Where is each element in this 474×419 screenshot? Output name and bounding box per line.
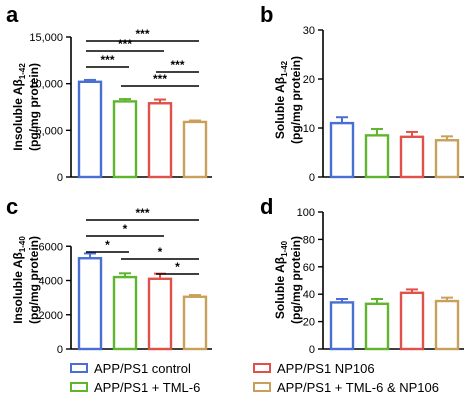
panel-letter-d: d bbox=[260, 194, 273, 219]
y-tick-label: 30 bbox=[303, 25, 315, 37]
panel-d: d 0 20 40 60 80 100 Soluble Aβ1-40(pg/mg protei… bbox=[260, 194, 464, 356]
significance-label: * bbox=[158, 245, 163, 259]
y-tick-label: 0 bbox=[57, 172, 63, 184]
panel-letter-b: b bbox=[260, 2, 273, 27]
legend-item-np106: APP/PS1 NP106 bbox=[253, 360, 375, 376]
y-tick-label: 6000 bbox=[39, 241, 63, 253]
bar bbox=[329, 301, 355, 351]
legend-item-control: APP/PS1 control bbox=[70, 360, 191, 376]
y-axis-label: Insoluble Aβ1-40(pg/mg protein) bbox=[11, 236, 41, 324]
y-tick-label: 20 bbox=[303, 74, 315, 86]
bar bbox=[112, 100, 138, 179]
legend-label-control: APP/PS1 control bbox=[94, 360, 191, 376]
significance-label: *** bbox=[135, 206, 149, 220]
bar bbox=[364, 302, 390, 351]
y-tick-label: 100 bbox=[297, 207, 315, 219]
panel-a: a 0 5,000 10,000 15,000 Insoluble Aβ1-42(pg/m… bbox=[6, 2, 212, 184]
significance-label: *** bbox=[118, 37, 132, 51]
y-axis-label: Insoluble Aβ1-42(pg/mg protein) bbox=[11, 63, 41, 151]
significance-label: *** bbox=[100, 53, 114, 67]
bar bbox=[77, 80, 103, 179]
bar bbox=[147, 102, 173, 179]
y-tick-label: 4000 bbox=[39, 276, 63, 288]
legend-swatch-np106 bbox=[253, 363, 271, 373]
panel-letter-c: c bbox=[6, 194, 18, 219]
y-tick-label: 2000 bbox=[39, 310, 63, 322]
y-tick-label: 10,000 bbox=[29, 79, 63, 91]
legend-item-tml6-np106: APP/PS1 + TML-6 & NP106 bbox=[253, 379, 439, 395]
significance-label: * bbox=[175, 260, 180, 274]
legend-swatch-control bbox=[70, 363, 88, 373]
y-tick-label: 60 bbox=[303, 262, 315, 274]
bar bbox=[434, 299, 460, 351]
y-tick-label: 0 bbox=[309, 344, 315, 356]
panel-letter-a: a bbox=[6, 2, 19, 27]
significance-label: *** bbox=[170, 58, 184, 72]
y-axis-label: Soluble Aβ1-40(pg/mg protein) bbox=[273, 236, 303, 324]
significance-label: *** bbox=[135, 27, 149, 41]
significance-label: * bbox=[105, 238, 110, 252]
significance-label: * bbox=[123, 222, 128, 236]
y-axis-label: Soluble Aβ1-42(pg/mg protein) bbox=[273, 56, 303, 144]
y-tick-label: 0 bbox=[309, 172, 315, 184]
bar bbox=[77, 257, 103, 351]
y-tick-label: 20 bbox=[303, 317, 315, 329]
significance-label: *** bbox=[153, 72, 167, 86]
bar bbox=[364, 134, 390, 179]
legend-label-tml6: APP/PS1 + TML-6 bbox=[94, 379, 201, 395]
y-tick-label: 0 bbox=[57, 344, 63, 356]
bar bbox=[182, 295, 208, 351]
legend-label-tml6-np106: APP/PS1 + TML-6 & NP106 bbox=[277, 379, 439, 395]
legend-label-np106: APP/PS1 NP106 bbox=[277, 360, 375, 376]
y-tick-label: 15,000 bbox=[29, 32, 63, 44]
bar bbox=[399, 135, 425, 179]
bar bbox=[434, 139, 460, 179]
legend-item-tml6: APP/PS1 + TML-6 bbox=[70, 379, 200, 395]
bar bbox=[112, 275, 138, 351]
bar bbox=[399, 291, 425, 351]
legend: APP/PS1 control APP/PS1 + TML-6 APP/PS1 … bbox=[70, 360, 470, 416]
y-tick-label: 40 bbox=[303, 289, 315, 301]
panel-b: b 0 10 20 30 Soluble Aβ1-42(pg/mg protein) bbox=[260, 2, 464, 184]
y-tick-label: 10 bbox=[303, 123, 315, 135]
bar bbox=[147, 277, 173, 351]
bar bbox=[182, 120, 208, 179]
bar bbox=[329, 121, 355, 179]
y-tick-label: 5,000 bbox=[35, 125, 63, 137]
y-tick-label: 80 bbox=[303, 234, 315, 246]
legend-swatch-tml6-np106 bbox=[253, 382, 271, 392]
legend-swatch-tml6 bbox=[70, 382, 88, 392]
